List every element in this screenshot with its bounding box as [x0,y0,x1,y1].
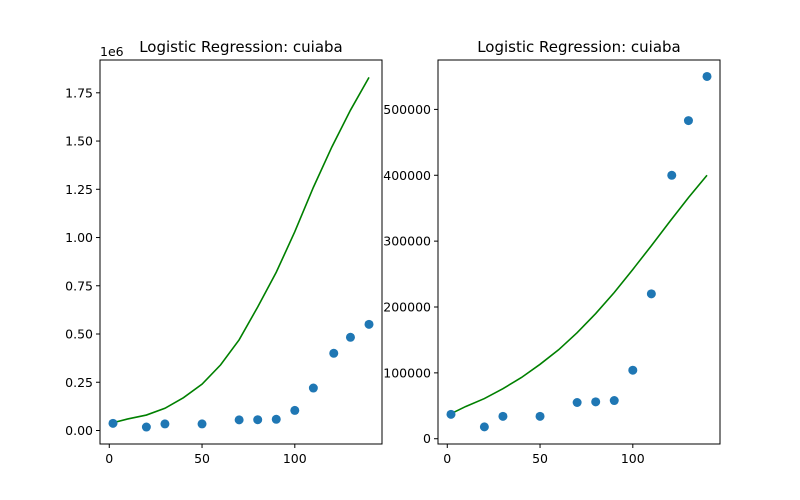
left-chart-data-point [364,319,374,329]
left-chart-data-point [308,383,318,393]
left-chart-fit-line [112,76,370,424]
right-chart-data-point [628,365,638,375]
right-chart-axes-frame [437,59,721,445]
right-chart-data-point [702,71,712,81]
right-chart-data-point [646,289,656,299]
left-chart-y-tick-label: 1.75 [65,85,93,100]
right-chart-y-tick-label: 100000 [383,365,431,380]
right-chart-fit-line [450,174,708,415]
left-chart-data-point [141,422,151,432]
left-chart-y-offset-label: 1e6 [100,44,124,59]
left-chart-data-point [160,419,170,429]
right-chart-x-tick-label: 0 [443,451,451,466]
left-chart-x-ticks: 0 50 100 [105,444,307,466]
left-chart-y-tick-label: 0.00 [65,423,93,438]
left-chart-title: Logistic Regression: cuiaba [139,38,343,56]
left-chart-x-tick-label: 0 [105,451,113,466]
left-chart-x-tick-label: 100 [283,451,307,466]
right-chart-marks [446,71,712,432]
right-chart-x-tick-label: 100 [621,451,645,466]
left-chart-x-tick-label: 50 [194,451,210,466]
right-chart-y-tick-label: 300000 [383,234,431,249]
left-chart-data-point [345,332,355,342]
left-chart-data-point [253,415,263,425]
left-chart-y-tick-label: 1.25 [65,182,93,197]
left-chart-y-ticks: 0.00 0.25 0.50 0.75 1.00 1.25 1.50 1.75 [65,85,100,438]
left-chart-y-tick-label: 1.00 [65,230,93,245]
left-chart-y-tick-label: 0.75 [65,278,93,293]
right-chart-data-point [683,116,693,126]
right-chart-data-point [667,170,677,180]
right-chart-y-tick-label: 0 [423,431,431,446]
left-chart-data-point [108,418,118,428]
left-chart-y-tick-label: 0.25 [65,375,93,390]
right-chart-x-tick-label: 50 [532,451,548,466]
right-chart-data-point [498,411,508,421]
right-chart-data-point [446,409,456,419]
right-chart-data-point [591,397,601,407]
right-chart-y-tick-label: 400000 [383,168,431,183]
right-chart-data-point [535,411,545,421]
left-chart-data-point [290,405,300,415]
right-chart-data-point [479,422,489,432]
left-chart-data-point [329,348,339,358]
right-chart: Logistic Regression: cuiaba 0 50 100 0 1000… [383,38,721,466]
left-chart-data-point [271,414,281,424]
right-chart-title: Logistic Regression: cuiaba [477,38,681,56]
right-chart-data-point [572,398,582,407]
right-chart-y-tick-label: 200000 [383,299,431,314]
left-chart-data-point [234,415,244,425]
left-chart-data-point [197,419,207,429]
right-chart-x-ticks: 0 50 100 [443,444,645,466]
right-chart-y-ticks: 0 100000 200000 300000 400000 500000 [383,102,438,446]
right-chart-data-point [609,396,619,406]
left-chart-y-tick-label: 1.50 [65,134,93,149]
right-chart-y-tick-label: 500000 [383,102,431,117]
left-chart-y-tick-label: 0.50 [65,327,93,342]
left-chart-marks [108,76,374,432]
left-chart-axes-frame [99,59,383,445]
left-chart: Logistic Regression: cuiaba 1e6 0 50 100 0… [65,38,383,466]
